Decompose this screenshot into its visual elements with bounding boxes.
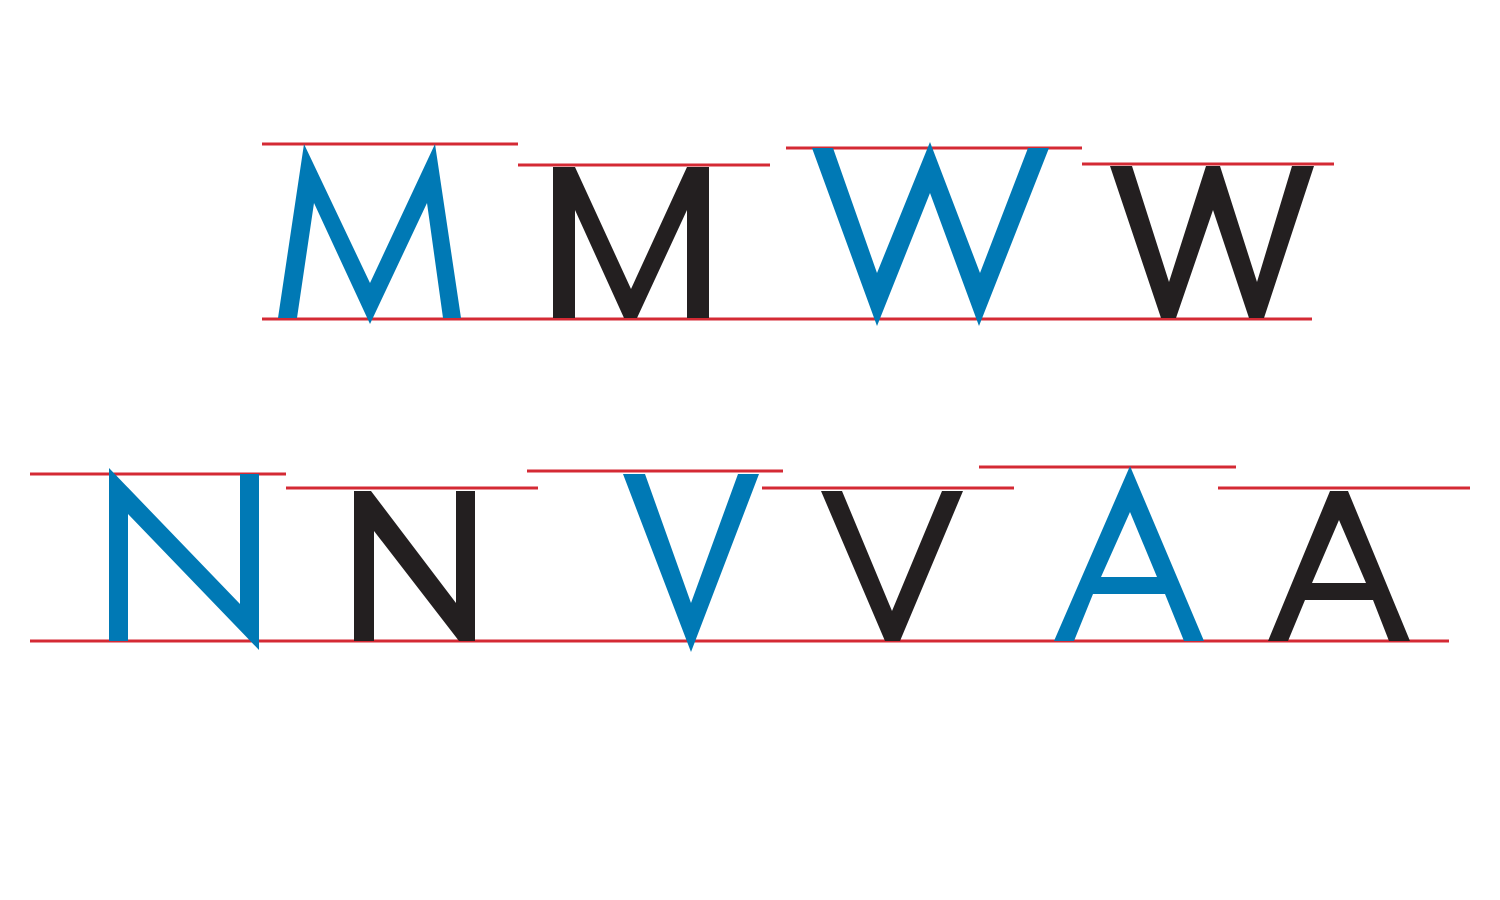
glyph-a-overshoot-row2 — [1054, 466, 1204, 641]
glyph-w-overshoot-row1 — [812, 142, 1049, 326]
glyph-m-flat-row1 — [553, 167, 709, 318]
glyphs — [109, 142, 1410, 652]
glyph-m-overshoot-row1 — [278, 144, 461, 324]
glyph-v-flat-row2 — [821, 491, 963, 641]
glyph-n-flat-row2 — [354, 491, 475, 641]
glyph-a-flat-row2 — [1268, 491, 1410, 641]
guide-lines — [30, 142, 1470, 643]
glyph-n-overshoot-row2 — [109, 468, 259, 650]
glyph-w-flat-row1 — [1110, 166, 1314, 318]
glyph-v-overshoot-row2 — [623, 474, 759, 652]
